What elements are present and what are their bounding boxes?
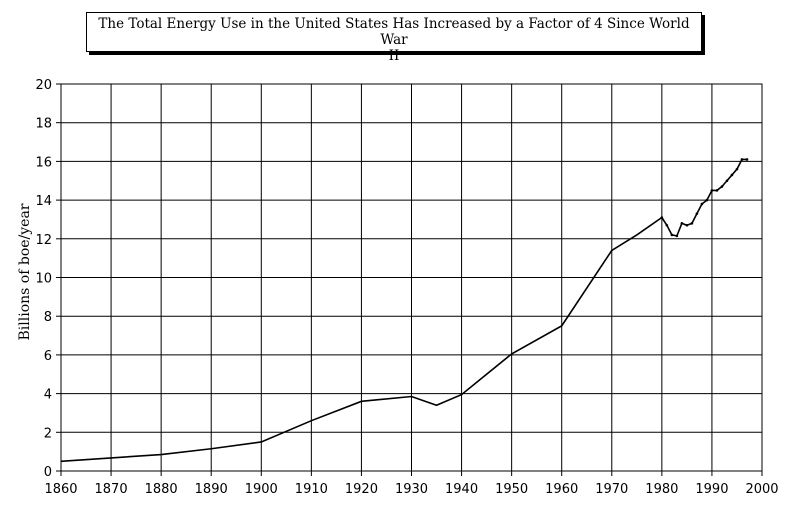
data-point	[695, 212, 699, 215]
data-point	[710, 189, 714, 192]
data-point	[660, 216, 664, 219]
x-tick-label: 1920	[345, 482, 378, 497]
chart-title-line1: The Total Energy Use in the United State…	[98, 16, 690, 48]
y-tick-label: 14	[35, 194, 52, 209]
y-axis-ticks: 0 2 4 6 8 10 12 14 16 18 20	[35, 78, 61, 480]
x-tick-label: 1930	[395, 482, 428, 497]
x-tick-label: 1960	[545, 482, 578, 497]
series-group	[60, 158, 749, 463]
data-point	[745, 158, 749, 161]
data-point	[680, 222, 684, 225]
x-tick-label: 1890	[195, 482, 228, 497]
x-tick-label: 1980	[645, 482, 678, 497]
data-point	[740, 158, 744, 161]
data-point	[700, 202, 704, 206]
data-point	[670, 233, 674, 237]
data-point	[725, 179, 729, 183]
y-tick-label: 12	[35, 233, 52, 248]
data-point	[705, 198, 709, 202]
x-axis-ticks: 1860 1870 1880 1890 1900 1910 1920 1930 1940 1950…	[44, 471, 779, 497]
x-tick-label: 1950	[495, 482, 528, 497]
data-point	[690, 222, 694, 225]
y-tick-label: 4	[44, 388, 52, 403]
chart-title-line2: II	[388, 48, 400, 64]
y-tick-label: 16	[35, 155, 52, 170]
x-tick-label: 1880	[145, 482, 178, 497]
y-axis-label: Billions of boe/year	[17, 203, 33, 340]
series-line	[60, 158, 747, 463]
x-tick-label: 1970	[595, 482, 628, 497]
y-tick-label: 18	[35, 117, 52, 132]
data-point	[665, 223, 669, 227]
y-tick-label: 10	[35, 272, 52, 287]
y-tick-label: 0	[44, 465, 52, 480]
data-point	[735, 167, 739, 171]
x-tick-label: 1900	[245, 482, 278, 497]
data-point	[685, 223, 689, 227]
y-tick-label: 6	[44, 349, 52, 364]
data-point	[715, 189, 719, 192]
x-tick-label: 1870	[95, 482, 128, 497]
y-tick-label: 20	[35, 78, 52, 93]
grid	[60, 83, 763, 472]
data-point	[675, 234, 679, 238]
data-point	[720, 185, 724, 188]
x-tick-label: 1910	[295, 482, 328, 497]
x-tick-label: 2000	[745, 482, 778, 497]
x-tick-label: 1940	[445, 482, 478, 497]
x-tick-label: 1860	[44, 482, 77, 497]
y-tick-label: 8	[44, 310, 52, 325]
data-point	[730, 173, 734, 177]
y-tick-label: 2	[44, 426, 52, 441]
x-tick-label: 1990	[695, 482, 728, 497]
chart-title: The Total Energy Use in the United State…	[86, 12, 702, 64]
